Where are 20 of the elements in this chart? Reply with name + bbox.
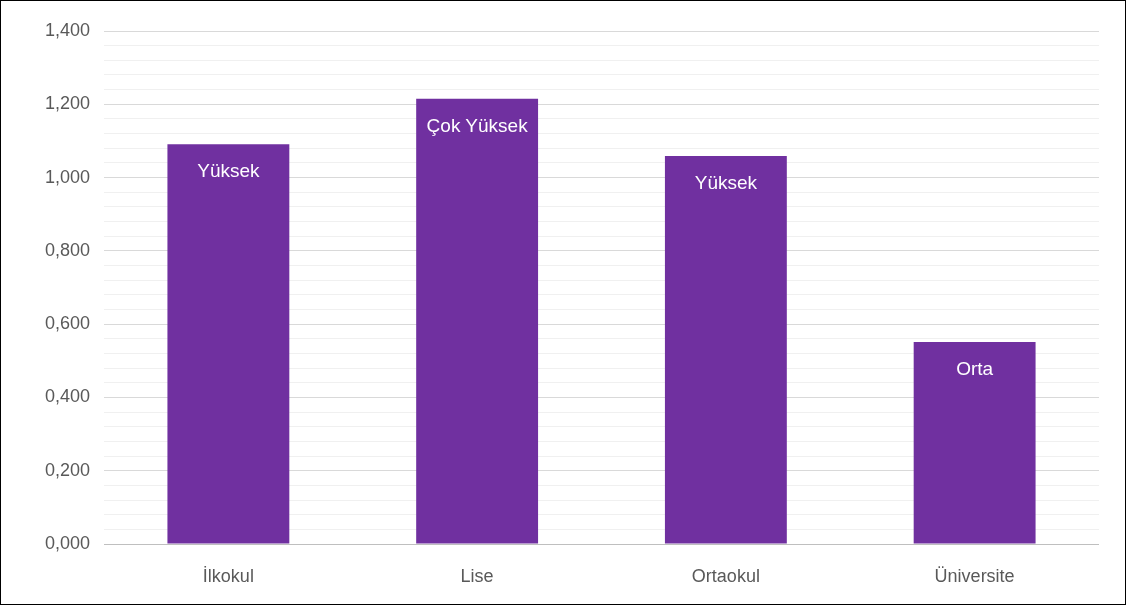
y-tick-label: 0,800 [44, 239, 90, 260]
data-label: Çok Yüksek [426, 115, 529, 137]
x-tick-label: İlkokul [202, 565, 254, 586]
x-tick-label: Lise [460, 565, 494, 586]
y-tick-label: 0,600 [44, 313, 90, 334]
y-tick-label: 0,400 [44, 386, 90, 407]
data-label: Orta [956, 358, 994, 380]
bar [167, 144, 290, 544]
bar [664, 155, 787, 544]
bar [416, 98, 539, 544]
y-tick-label: 0,000 [44, 532, 90, 553]
bar [913, 342, 1036, 544]
y-tick-label: 1,200 [44, 93, 90, 114]
data-label: Yüksek [694, 172, 758, 194]
x-tick-label: Üniversite [934, 565, 1015, 586]
y-tick-label: 1,000 [44, 166, 90, 187]
y-tick-label: 1,400 [44, 19, 90, 40]
x-tick-label: Ortaokul [691, 565, 760, 586]
data-label: Yüksek [197, 160, 261, 182]
y-tick-label: 0,200 [44, 459, 90, 480]
